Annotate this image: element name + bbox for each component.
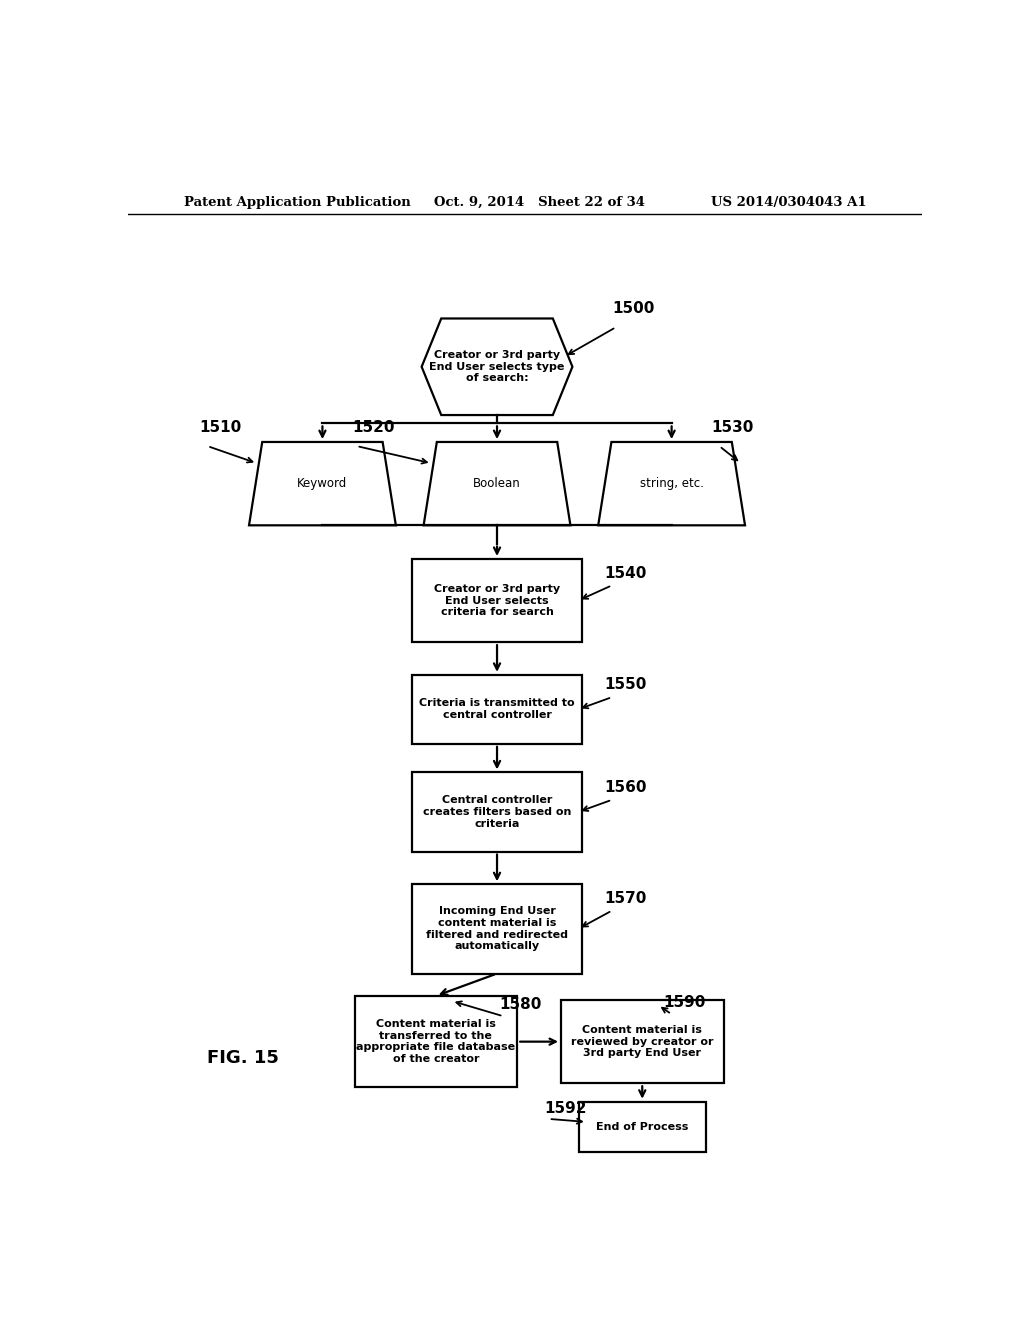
Bar — [412, 884, 583, 974]
Text: Content material is
transferred to the
appropriate file database
of the creator: Content material is transferred to the a… — [356, 1019, 515, 1064]
Bar — [412, 675, 583, 744]
Text: 1500: 1500 — [612, 301, 654, 317]
Text: 1540: 1540 — [604, 565, 646, 581]
Text: Incoming End User
content material is
filtered and redirected
automatically: Incoming End User content material is fi… — [426, 907, 568, 952]
Polygon shape — [598, 442, 745, 525]
Text: 1560: 1560 — [604, 780, 647, 795]
Bar — [561, 1001, 724, 1084]
Text: End of Process: End of Process — [596, 1122, 688, 1133]
Text: FIG. 15: FIG. 15 — [207, 1049, 280, 1067]
Polygon shape — [422, 318, 572, 414]
Bar — [412, 558, 583, 643]
Text: Criteria is transmitted to
central controller: Criteria is transmitted to central contr… — [419, 698, 574, 721]
Text: Creator or 3rd party
End User selects type
of search:: Creator or 3rd party End User selects ty… — [429, 350, 564, 383]
Text: Content material is
reviewed by creator or
3rd party End User: Content material is reviewed by creator … — [571, 1026, 714, 1059]
Text: Oct. 9, 2014   Sheet 22 of 34: Oct. 9, 2014 Sheet 22 of 34 — [433, 195, 644, 209]
Bar — [354, 995, 517, 1088]
Polygon shape — [424, 442, 570, 525]
Text: Boolean: Boolean — [473, 477, 521, 490]
Text: Keyword: Keyword — [297, 477, 347, 490]
Text: 1592: 1592 — [545, 1101, 587, 1117]
Text: 1590: 1590 — [664, 994, 707, 1010]
Text: Patent Application Publication: Patent Application Publication — [183, 195, 411, 209]
Text: Central controller
creates filters based on
criteria: Central controller creates filters based… — [423, 796, 571, 829]
Polygon shape — [249, 442, 396, 525]
Text: US 2014/0304043 A1: US 2014/0304043 A1 — [712, 195, 867, 209]
Text: 1550: 1550 — [604, 677, 646, 693]
Text: 1530: 1530 — [712, 420, 754, 436]
Bar — [579, 1102, 706, 1152]
Text: 1580: 1580 — [500, 997, 542, 1011]
Text: string, etc.: string, etc. — [640, 477, 703, 490]
Bar — [412, 772, 583, 851]
Text: Creator or 3rd party
End User selects
criteria for search: Creator or 3rd party End User selects cr… — [434, 583, 560, 618]
Text: 1520: 1520 — [352, 420, 395, 436]
Text: 1510: 1510 — [200, 420, 242, 436]
Text: 1570: 1570 — [604, 891, 646, 906]
